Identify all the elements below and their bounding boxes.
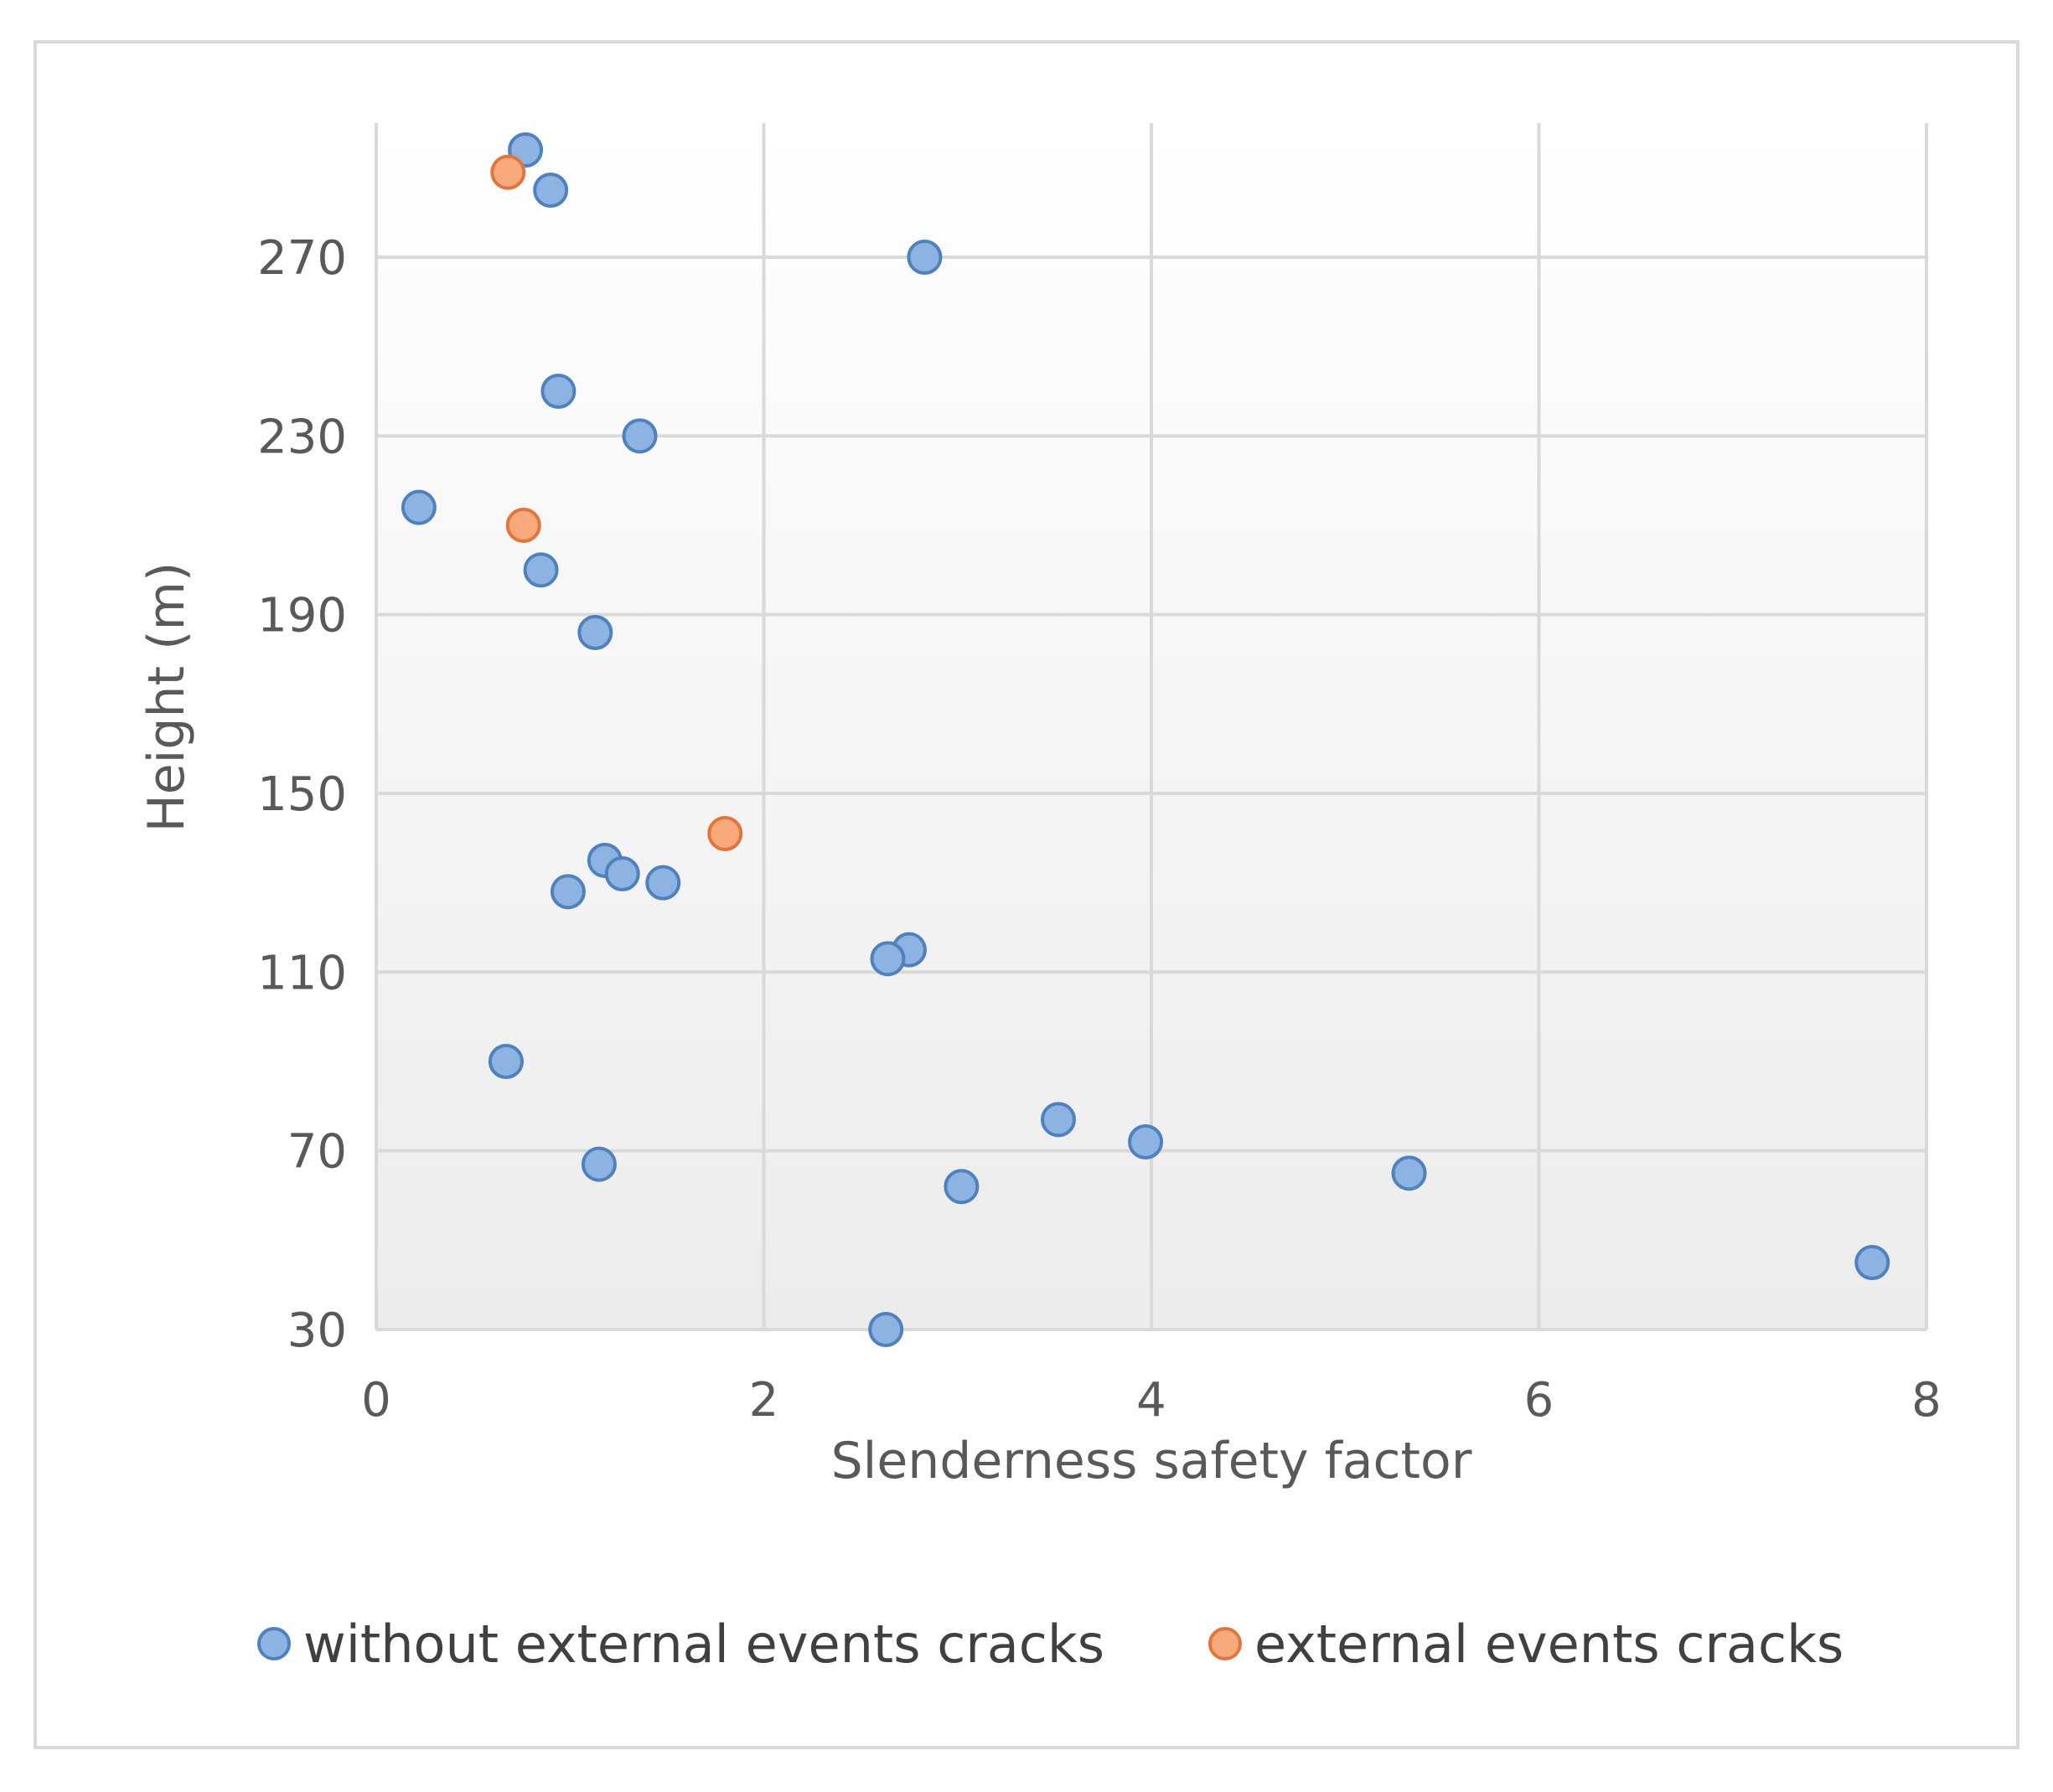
x-tick-label: 6 (1524, 1373, 1554, 1428)
legend-item-without-external-events-cracks[interactable]: without external events cracks (257, 1614, 1104, 1675)
scatter-chart: 30 70 110 150 190 230 270 0 2 4 6 8 Slenderness saf… (137, 123, 1942, 1675)
data-point-without-external-events-cracks[interactable] (577, 615, 613, 650)
data-point-without-external-events-cracks[interactable] (488, 1044, 524, 1079)
data-point-without-external-events-cracks[interactable] (1391, 1155, 1427, 1191)
y-tick-label: 110 (257, 946, 347, 1000)
y-tick-label: 190 (257, 589, 347, 643)
data-point-external-events-cracks[interactable] (490, 154, 526, 190)
x-tick-label: 0 (361, 1373, 391, 1428)
tick-labels: 30 70 110 150 190 230 270 0 2 4 6 8 (257, 231, 1942, 1428)
y-tick-label: 30 (287, 1304, 347, 1358)
data-point-without-external-events-cracks[interactable] (604, 856, 640, 891)
y-tick-label: 270 (257, 231, 347, 286)
legend: without external events cracks external … (257, 1614, 1844, 1675)
data-point-without-external-events-cracks[interactable] (645, 865, 681, 901)
data-point-without-external-events-cracks[interactable] (868, 1312, 904, 1347)
data-point-without-external-events-cracks[interactable] (523, 552, 559, 588)
y-tick-label: 150 (257, 767, 347, 822)
legend-label-external-events-cracks: external events cracks (1254, 1614, 1844, 1675)
data-point-without-external-events-cracks[interactable] (907, 240, 943, 275)
x-tick-label: 2 (749, 1373, 779, 1428)
data-points (401, 132, 1890, 1347)
data-point-without-external-events-cracks[interactable] (622, 418, 658, 454)
data-point-without-external-events-cracks[interactable] (870, 941, 906, 977)
data-point-external-events-cracks[interactable] (707, 816, 743, 851)
legend-marker-blue (257, 1627, 291, 1660)
y-tick-label: 70 (287, 1125, 347, 1180)
data-point-without-external-events-cracks[interactable] (401, 489, 437, 525)
data-point-without-external-events-cracks[interactable] (533, 173, 569, 208)
data-point-without-external-events-cracks[interactable] (1128, 1124, 1164, 1159)
data-point-without-external-events-cracks[interactable] (1854, 1245, 1890, 1280)
y-axis-title: Height (m) (137, 562, 196, 833)
axes (375, 123, 1926, 1331)
data-point-without-external-events-cracks[interactable] (1041, 1102, 1076, 1138)
legend-label-without-external-events-cracks: without external events cracks (303, 1614, 1104, 1675)
data-point-without-external-events-cracks[interactable] (550, 874, 586, 910)
gridlines (376, 123, 1928, 1330)
x-axis-title: Slenderness safety factor (831, 1432, 1472, 1490)
x-tick-label: 4 (1136, 1373, 1166, 1428)
y-tick-label: 230 (257, 410, 347, 464)
chart-frame: 30 70 110 150 190 230 270 0 2 4 6 8 Slenderness saf… (34, 40, 2019, 1749)
legend-marker-orange (1208, 1627, 1242, 1660)
data-point-without-external-events-cracks[interactable] (540, 374, 577, 409)
data-point-without-external-events-cracks[interactable] (581, 1146, 617, 1182)
data-point-without-external-events-cracks[interactable] (944, 1169, 980, 1205)
data-point-external-events-cracks[interactable] (505, 508, 541, 543)
legend-item-external-events-cracks[interactable]: external events cracks (1208, 1614, 1844, 1675)
x-tick-label: 8 (1911, 1373, 1942, 1428)
